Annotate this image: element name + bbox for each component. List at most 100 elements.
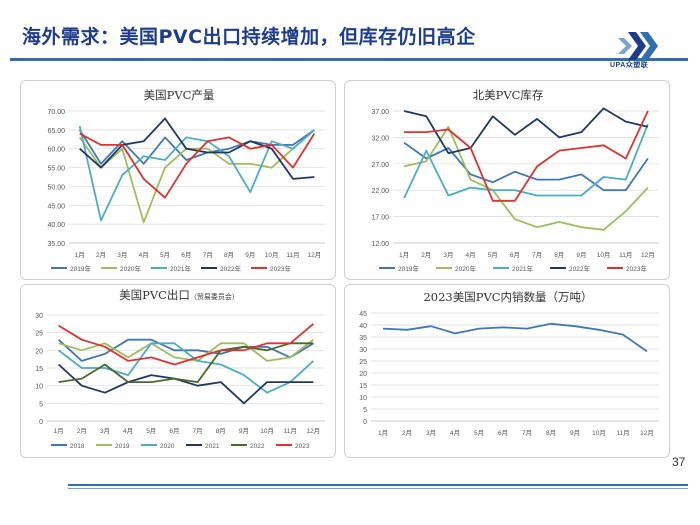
y-tick-label: 0 xyxy=(39,419,43,426)
y-tick-label: 35.00 xyxy=(47,241,65,248)
x-tick-label: 8月 xyxy=(224,251,234,259)
chart-title: 2023美国PVC内销数量（万吨） xyxy=(423,290,592,304)
legend-entry: 2021 xyxy=(205,443,220,450)
legend-entry: 2023年 xyxy=(626,264,647,273)
legend-entry: 2021年 xyxy=(170,264,191,273)
x-tick-label: 9月 xyxy=(245,251,255,259)
chart-title: 美国PVC产量 xyxy=(144,88,215,102)
y-tick-label: 37.00 xyxy=(371,109,389,116)
x-tick-label: 3月 xyxy=(426,429,436,437)
y-tick-label: 55.00 xyxy=(47,166,65,173)
legend-entry: 2018 xyxy=(70,443,85,450)
x-tick-label: 3月 xyxy=(117,251,127,259)
x-tick-label: 10月 xyxy=(597,251,611,259)
x-tick-label: 5月 xyxy=(160,251,170,259)
x-tick-label: 12月 xyxy=(641,251,655,259)
legend-entry: 2020 xyxy=(160,443,175,450)
y-tick-label: 40.00 xyxy=(47,222,65,229)
legend-entry: 2022 xyxy=(250,443,265,450)
y-tick-label: 60.00 xyxy=(47,147,65,154)
legend-entry: 2022年 xyxy=(569,264,590,273)
series-line xyxy=(58,323,314,366)
x-tick-label: 2月 xyxy=(96,251,106,259)
y-tick-label: 50.00 xyxy=(47,184,65,191)
chart-exports: 美国PVC出口（贸易委员会） 30 25 20 15 10 5 0 1月 2月 3月 4月 5月 6月 7月… xyxy=(35,288,325,450)
series-line xyxy=(57,363,314,405)
chart-inventory: 北美PVC库存 37.00 32.00 27.00 22.00 17.00 12.00 1月 2… xyxy=(371,88,659,273)
y-tick-label: 25 xyxy=(359,359,367,366)
legend-entry: 2023 xyxy=(295,443,310,450)
slide-title: 海外需求：美国PVC出口持续增加，但库存仍旧高企 xyxy=(22,26,476,48)
chart-panel-production: 美国PVC产量 70.00 65.00 60.00 55.00 50.00 45.00 40.… xyxy=(20,80,336,280)
series-line xyxy=(58,338,314,362)
series-line xyxy=(58,342,314,383)
y-tick-label: 22.00 xyxy=(371,188,389,195)
y-tick-label: 25 xyxy=(35,331,43,338)
x-tick-label: 6月 xyxy=(498,429,508,437)
x-tick-label: 11月 xyxy=(619,251,632,259)
y-tick-label: 10 xyxy=(359,395,367,402)
series-line xyxy=(78,129,315,224)
x-tick-label: 6月 xyxy=(510,251,520,259)
y-tick-label: 30 xyxy=(359,347,367,354)
x-tick-label: 4月 xyxy=(139,251,149,259)
x-tick-label: 1月 xyxy=(378,429,388,437)
x-tick-label: 9月 xyxy=(570,429,580,437)
y-tick-label: 0 xyxy=(363,419,367,426)
title-divider xyxy=(10,58,688,61)
y-tick-label: 20 xyxy=(35,348,43,355)
series-line xyxy=(382,322,648,353)
y-tick-label: 70.00 xyxy=(47,109,65,116)
chart-panel-domestic-sales: 2023美国PVC内销数量（万吨） 45 40 35 30 25 20 15 10 5 0 1月 2月 3… xyxy=(344,284,670,458)
chart-domestic-sales: 2023美国PVC内销数量（万吨） 45 40 35 30 25 20 15 10 5 0 1月 2月 3… xyxy=(359,290,659,437)
x-tick-label: 8月 xyxy=(546,429,556,437)
legend-entry: 2019 xyxy=(115,443,130,450)
y-tick-label: 12.00 xyxy=(371,241,389,248)
y-tick-label: 5 xyxy=(363,407,367,414)
legend-entry: 2023年 xyxy=(270,264,291,273)
x-tick-label: 7月 xyxy=(193,427,203,435)
upa-logo-icon xyxy=(618,32,658,60)
x-tick-label: 9月 xyxy=(576,251,586,259)
x-tick-label: 5月 xyxy=(488,251,498,259)
y-tick-label: 35 xyxy=(359,335,367,342)
y-tick-label: 10 xyxy=(35,384,43,391)
series-line xyxy=(58,342,315,394)
x-tick-label: 11月 xyxy=(286,251,299,259)
x-tick-label: 7月 xyxy=(532,251,542,259)
x-tick-label: 2月 xyxy=(77,427,87,435)
x-tick-label: 3月 xyxy=(443,251,453,259)
chart-subtitle: （贸易委员会） xyxy=(190,292,239,301)
x-tick-label: 5月 xyxy=(146,427,156,435)
series-line xyxy=(403,107,649,155)
y-tick-label: 45 xyxy=(359,311,367,318)
legend-entry: 2019年 xyxy=(70,264,91,273)
y-tick-label: 20 xyxy=(359,371,367,378)
y-tick-label: 30 xyxy=(35,313,43,320)
bottom-divider-thin xyxy=(68,488,688,489)
series-line xyxy=(78,125,315,222)
legend-entry: 2020年 xyxy=(120,264,141,273)
page-number: 37 xyxy=(672,455,686,469)
x-tick-label: 9月 xyxy=(239,427,249,435)
x-tick-label: 10月 xyxy=(592,429,606,437)
x-tick-label: 7月 xyxy=(522,429,532,437)
chart-title: 美国PVC出口（贸易委员会） xyxy=(119,288,239,302)
y-tick-label: 15 xyxy=(35,366,43,373)
x-tick-label: 8月 xyxy=(216,427,226,435)
series-line xyxy=(403,141,649,192)
x-tick-label: 2月 xyxy=(421,251,431,259)
legend-entry: 2022年 xyxy=(220,264,241,273)
y-tick-label: 32.00 xyxy=(371,135,389,142)
y-tick-label: 5 xyxy=(39,401,43,408)
y-tick-label: 27.00 xyxy=(371,162,389,169)
x-tick-label: 6月 xyxy=(181,251,191,259)
x-tick-label: 8月 xyxy=(554,251,564,259)
x-tick-label: 4月 xyxy=(123,427,133,435)
x-tick-label: 11月 xyxy=(616,429,629,437)
chart-title: 北美PVC库存 xyxy=(473,88,544,102)
series-line xyxy=(79,117,315,180)
chart-production: 美国PVC产量 70.00 65.00 60.00 55.00 50.00 45.00 40.… xyxy=(47,88,325,273)
legend-entry: 2020年 xyxy=(455,264,476,273)
y-tick-label: 17.00 xyxy=(371,215,389,222)
